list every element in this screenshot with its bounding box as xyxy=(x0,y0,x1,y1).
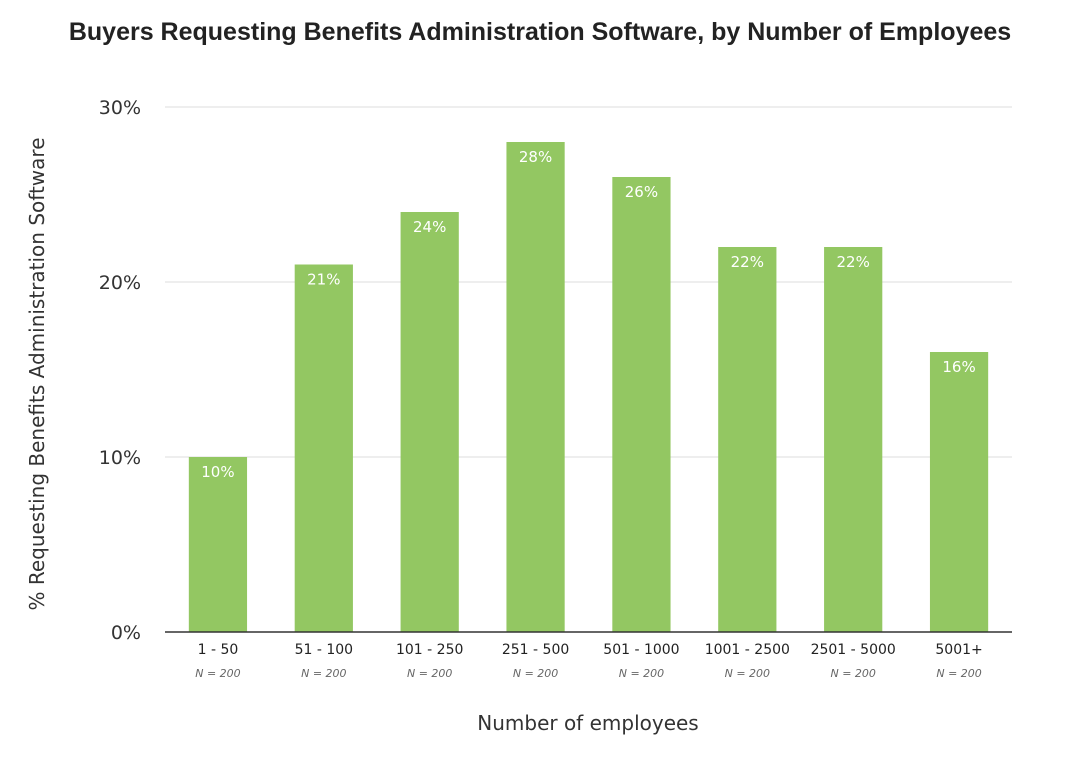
bar xyxy=(294,264,353,632)
bar xyxy=(612,177,671,632)
bar xyxy=(824,247,883,632)
bar xyxy=(188,457,248,632)
x-tick-label: 51 - 100 xyxy=(295,642,354,658)
x-axis-ticks: 1 - 50 N = 200 51 - 100 N = 200 101 - 250 N =… xyxy=(195,642,983,680)
sample-size-label: N = 200 xyxy=(195,667,240,680)
x-tick-label: 1 - 50 xyxy=(198,642,239,658)
gridlines xyxy=(165,106,1012,458)
y-tick-label: 0% xyxy=(111,622,141,644)
data-labels: 10% 21% 24% 28% 26% 22% 22% 16% xyxy=(201,148,975,481)
chart-title: Buyers Requesting Benefits Administratio… xyxy=(69,18,1011,46)
bar-value-label: 26% xyxy=(625,183,658,201)
y-axis-ticks: 0% 10% 20% 30% xyxy=(99,97,141,644)
sample-size-label: N = 200 xyxy=(830,667,875,680)
bar-value-label: 22% xyxy=(837,253,870,271)
sample-size-label: N = 200 xyxy=(407,667,452,680)
x-axis-label: Number of employees xyxy=(477,711,698,735)
x-tick-label: 251 - 500 xyxy=(502,642,569,658)
sample-size-label: N = 200 xyxy=(936,667,981,680)
y-axis-label: % Requesting Benefits Administration Sof… xyxy=(25,138,49,611)
x-tick-label: 1001 - 2500 xyxy=(705,642,790,658)
bar-value-label: 24% xyxy=(413,218,446,236)
x-tick-label: 101 - 250 xyxy=(396,642,463,658)
bar xyxy=(400,212,459,632)
bars xyxy=(188,142,989,632)
bar xyxy=(506,142,565,632)
x-tick-label: 2501 - 5000 xyxy=(811,642,896,658)
y-tick-label: 10% xyxy=(99,447,141,469)
y-tick-label: 30% xyxy=(99,97,141,119)
sample-size-label: N = 200 xyxy=(513,667,558,680)
bar xyxy=(718,247,777,632)
sample-size-label: N = 200 xyxy=(725,667,770,680)
bar-value-label: 22% xyxy=(731,253,764,271)
x-tick-label: 5001+ xyxy=(935,642,982,658)
bar-value-label: 10% xyxy=(201,463,234,481)
bar xyxy=(929,352,989,632)
y-tick-label: 20% xyxy=(99,272,141,294)
x-tick-label: 501 - 1000 xyxy=(603,642,679,658)
bar-value-label: 21% xyxy=(307,271,340,289)
bar-value-label: 16% xyxy=(942,358,975,376)
bar-value-label: 28% xyxy=(519,148,552,166)
sample-size-label: N = 200 xyxy=(301,667,346,680)
sample-size-label: N = 200 xyxy=(619,667,664,680)
